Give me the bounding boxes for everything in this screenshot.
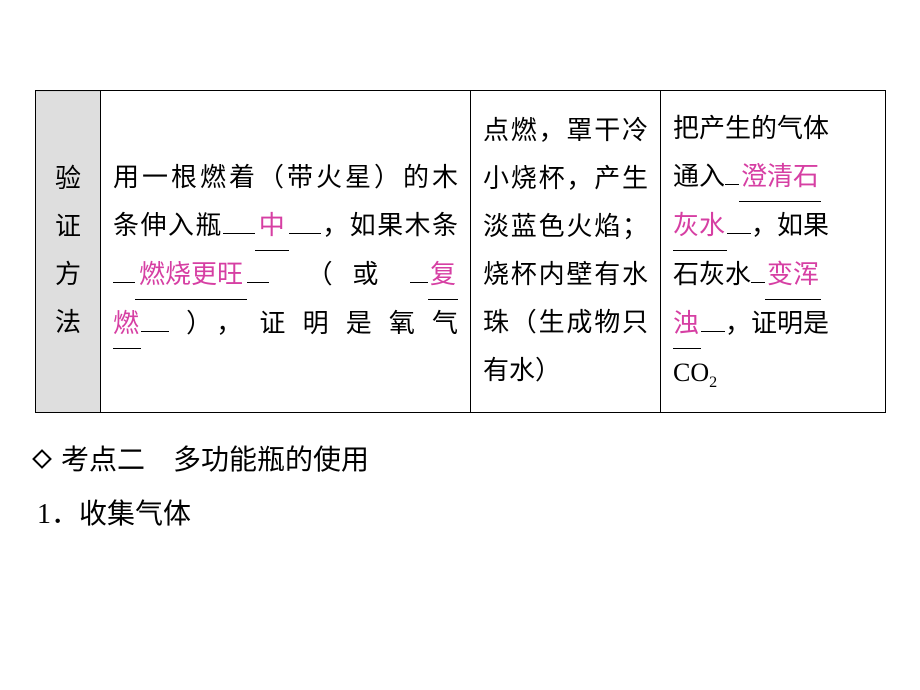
blank bbox=[410, 282, 428, 283]
fill-answer: 燃烧更旺 bbox=[135, 251, 247, 300]
text: 用一根燃着（带火星）的木 bbox=[113, 163, 458, 192]
blank bbox=[247, 282, 269, 283]
fill-answer: 燃 bbox=[113, 300, 141, 349]
page: 验证 方法 用一根燃着（带火星）的木 条伸入瓶 中 ，如果木条 燃烧更旺 （或 复 燃 ）… bbox=[0, 0, 920, 690]
co2-cell: 把产生的气体 通入澄清石 灰水 ，如果 石灰水变浑 浊 ，证明是 CO2 bbox=[661, 91, 886, 413]
blank bbox=[223, 233, 255, 234]
text: 点燃，罩干冷小烧杯，产生淡蓝色火焰；烧杯内壁有水珠（生成物只有水） bbox=[483, 116, 648, 385]
blank bbox=[751, 282, 765, 283]
text: ，如果木条 bbox=[321, 211, 458, 240]
row-header-cell: 验证 方法 bbox=[36, 91, 101, 413]
oxygen-cell: 用一根燃着（带火星）的木 条伸入瓶 中 ，如果木条 燃烧更旺 （或 复 燃 ），证明是氧气 bbox=[101, 91, 471, 413]
text: 通入 bbox=[673, 162, 725, 191]
blank bbox=[141, 331, 169, 332]
fill-answer: 澄清石 bbox=[739, 153, 821, 202]
diamond-icon bbox=[32, 449, 52, 469]
text: 把产生的气体 bbox=[673, 114, 829, 143]
fill-answer: 变浑 bbox=[765, 251, 821, 300]
section-label: 考点二 bbox=[61, 444, 145, 475]
header-text-line1: 验证 bbox=[55, 164, 81, 241]
text: 石灰水 bbox=[673, 260, 751, 289]
fill-answer: 灰水 bbox=[673, 202, 727, 251]
section-title: 多功能瓶的使用 bbox=[173, 444, 369, 475]
blank bbox=[113, 282, 135, 283]
fill-answer: 中 bbox=[255, 202, 289, 251]
blank bbox=[727, 233, 751, 234]
text: ，如果 bbox=[751, 211, 829, 240]
blank bbox=[701, 331, 725, 332]
water-cell: 点燃，罩干冷小烧杯，产生淡蓝色火焰；烧杯内壁有水珠（生成物只有水） bbox=[471, 91, 661, 413]
text: ），证明是氧气 bbox=[169, 309, 458, 338]
subsection: 1．收集气体 bbox=[35, 492, 885, 532]
blank bbox=[289, 233, 321, 234]
header-text-line2: 方法 bbox=[55, 260, 81, 337]
text: （或 bbox=[287, 260, 398, 289]
blank bbox=[725, 184, 739, 185]
formula-sub: 2 bbox=[709, 375, 717, 392]
subsection-number: 1． bbox=[37, 499, 79, 530]
text: 条伸入瓶 bbox=[113, 211, 223, 240]
fill-answer: 浊 bbox=[673, 300, 701, 349]
fill-answer: 复 bbox=[428, 251, 458, 300]
formula-co: CO bbox=[673, 358, 709, 387]
section-heading: 考点二 多功能瓶的使用 bbox=[35, 438, 885, 483]
subsection-text: 收集气体 bbox=[79, 499, 191, 530]
text: ，证明是 bbox=[725, 309, 829, 338]
verification-table: 验证 方法 用一根燃着（带火星）的木 条伸入瓶 中 ，如果木条 燃烧更旺 （或 复 燃 ）… bbox=[35, 90, 886, 413]
table-row: 验证 方法 用一根燃着（带火星）的木 条伸入瓶 中 ，如果木条 燃烧更旺 （或 复 燃 ）… bbox=[36, 91, 886, 413]
